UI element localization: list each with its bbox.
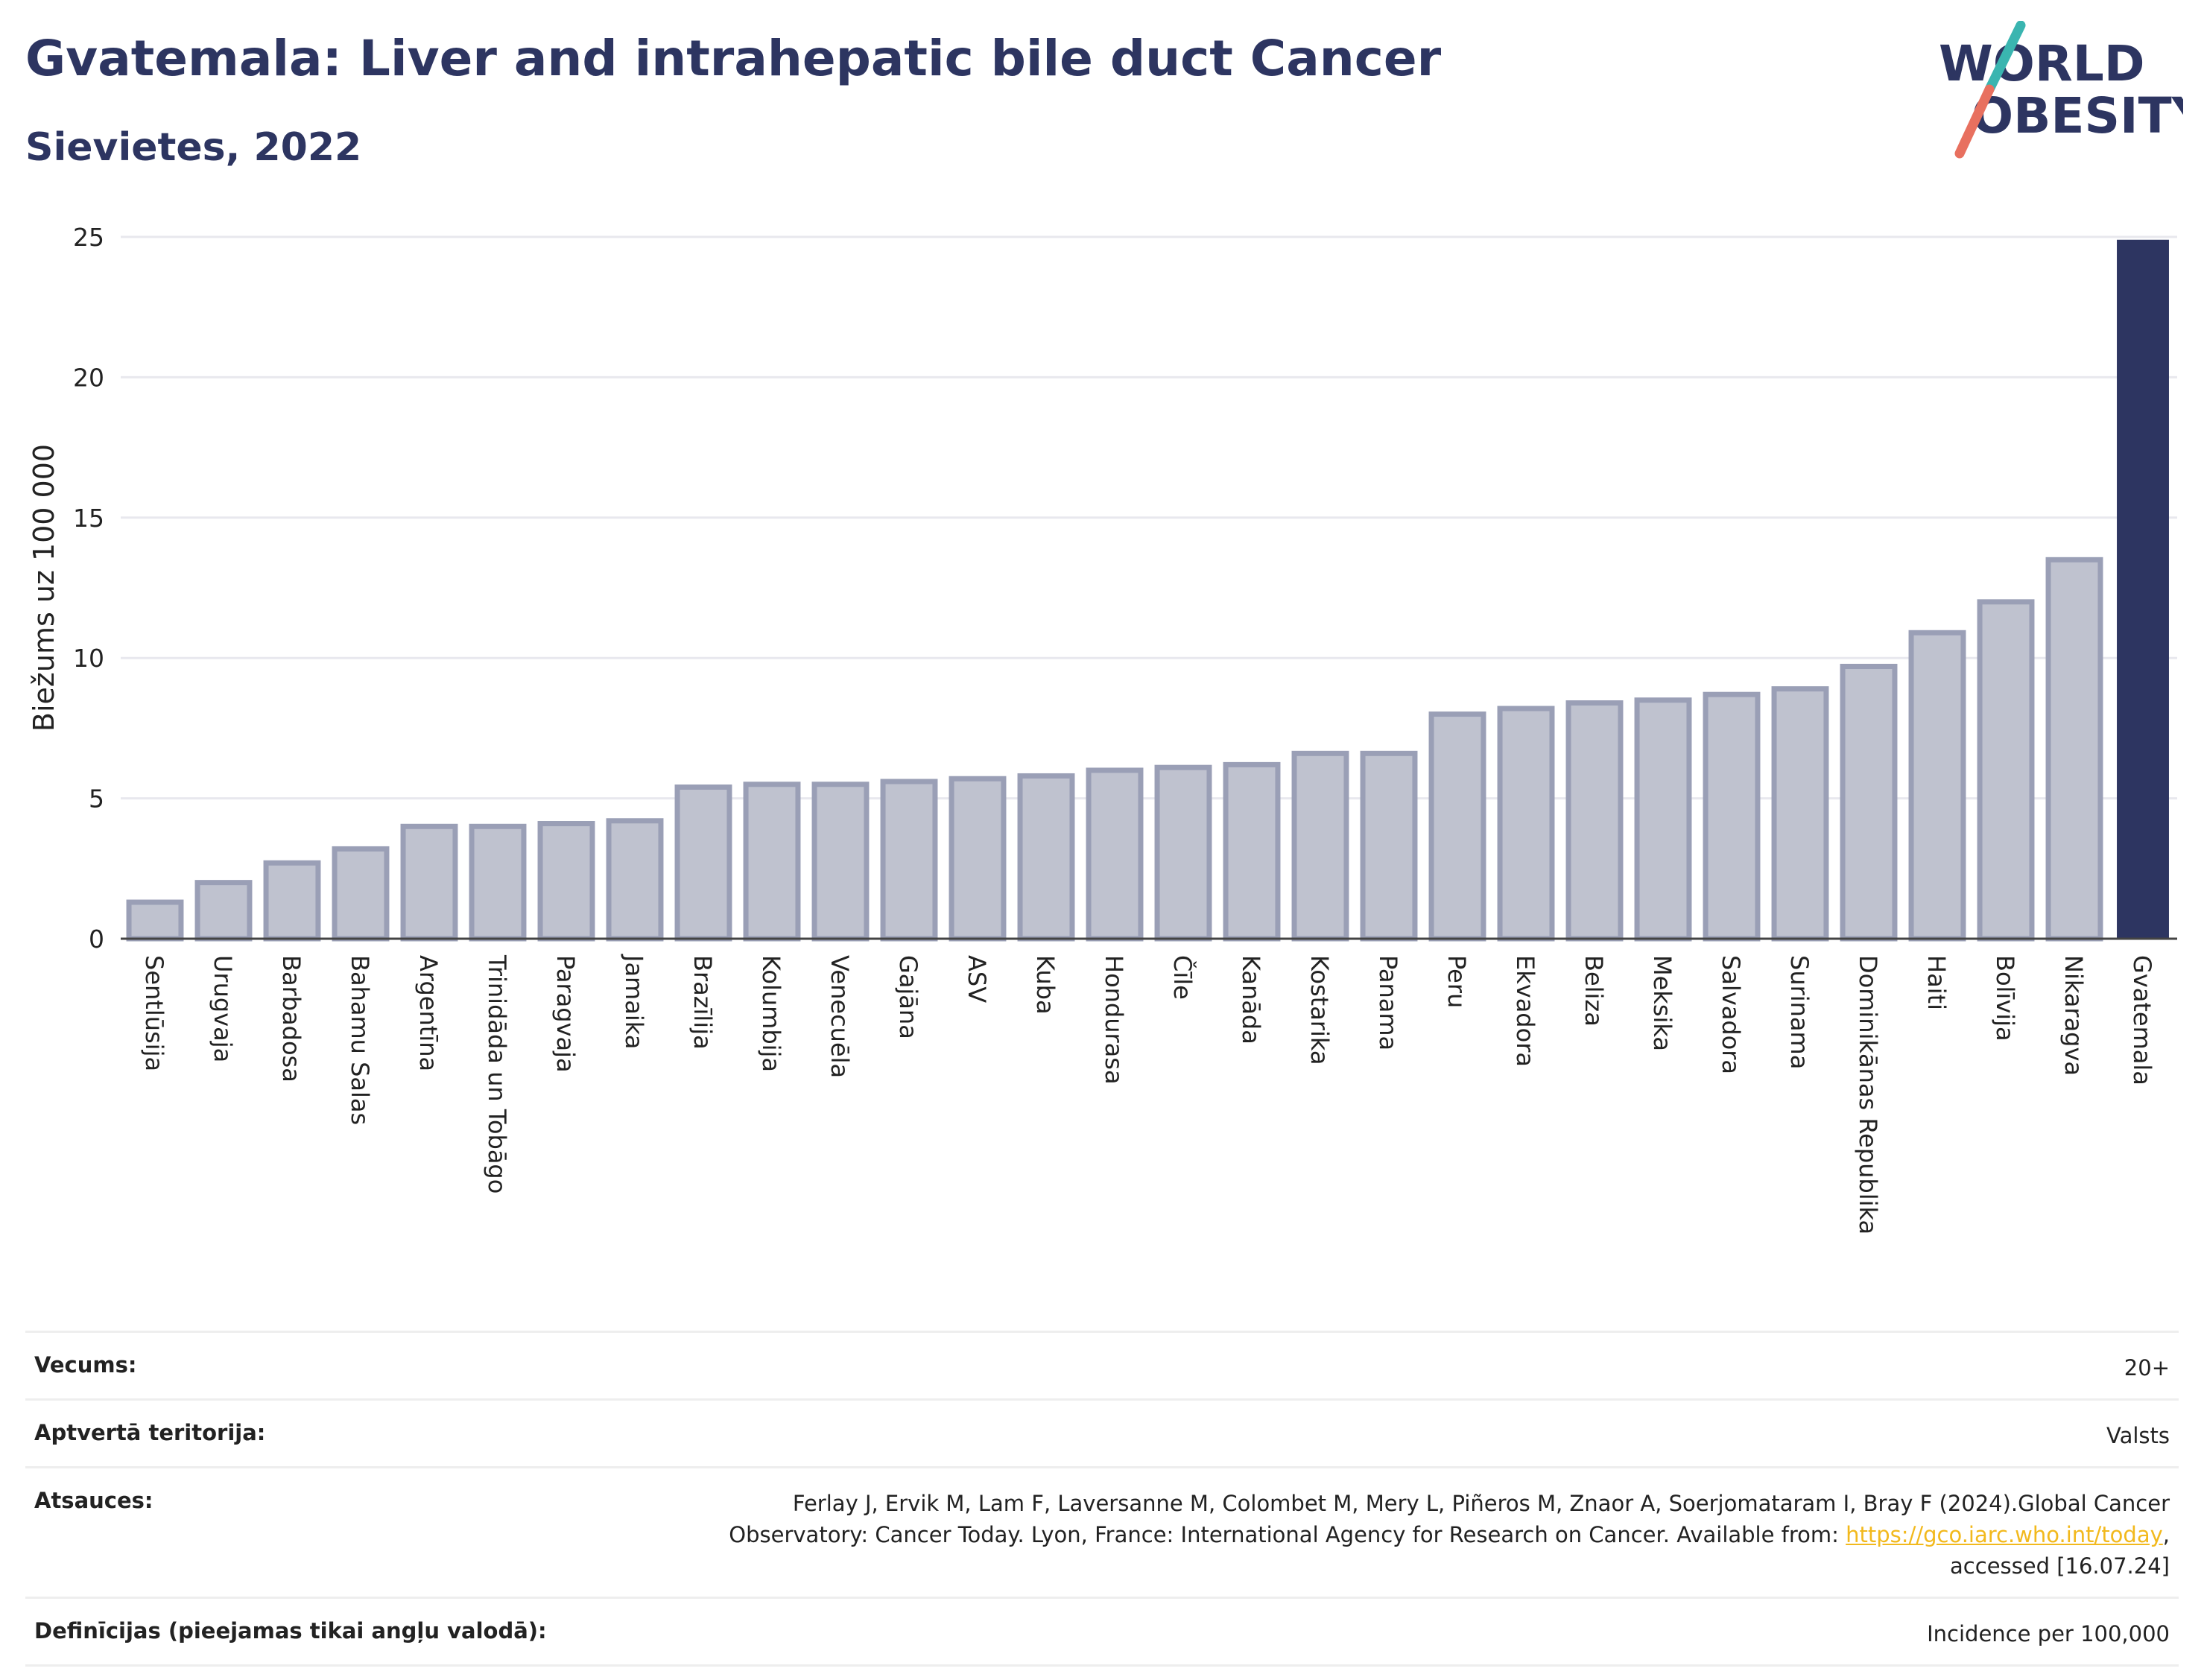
bar	[2045, 557, 2103, 942]
bar	[743, 782, 801, 942]
info-value-definitions: Incidence per 100,000	[1927, 1621, 2170, 1646]
y-tick-label: 10	[73, 644, 104, 673]
info-table: Vecums: 20+ Aptvertā teritorija: Valsts …	[25, 1331, 2179, 1667]
x-tick-label: ASV	[963, 955, 991, 1003]
info-label-definitions: Definīcijas (pieejamas tikai angļu valod…	[34, 1618, 547, 1643]
x-tick-label: Dominikānas Republika	[1854, 955, 1882, 1234]
x-tick-label: Nikaragva	[2059, 955, 2088, 1076]
bar-chart: 0 5 10 15 20 25 Biežums uz 100 000 Sentlūsija Ur…	[28, 223, 2177, 1234]
bar	[2117, 239, 2169, 939]
x-tick-label: Hondurasa	[1100, 955, 1128, 1085]
x-tick-label: Venecuēla	[826, 955, 854, 1078]
page-subtitle: Sievietes, 2022	[25, 125, 362, 170]
x-tick-label: Kuba	[1031, 955, 1060, 1015]
bar	[1977, 599, 2035, 942]
info-value-references: Ferlay J, Ervik M, Lam F, Laversanne M, …	[729, 1488, 2170, 1582]
reference-line-2-suffix: ,	[2162, 1522, 2170, 1547]
bar	[1565, 700, 1624, 942]
world-obesity-logo: WORLD OBESITY	[1939, 21, 2183, 159]
info-row-definitions: Definīcijas (pieejamas tikai angļu valod…	[25, 1597, 2179, 1667]
bar	[1017, 773, 1075, 942]
info-row-age: Vecums: 20+	[25, 1331, 2179, 1398]
reference-line-1: Ferlay J, Ervik M, Lam F, Laversanne M, …	[792, 1491, 2170, 1516]
bar	[332, 846, 390, 942]
x-tick-label: Čīle	[1168, 955, 1197, 1000]
info-row-references: Atsauces: Ferlay J, Ervik M, Lam F, Lave…	[25, 1466, 2179, 1597]
x-tick-label: Bolīvija	[1991, 955, 2019, 1042]
x-tick-label: Jamaika	[620, 954, 648, 1049]
bar	[1908, 630, 1966, 942]
x-tick-label: Surinama	[1785, 955, 1814, 1069]
bar	[1086, 767, 1144, 942]
x-tick-label: Salvadora	[1717, 955, 1745, 1074]
bar	[1497, 706, 1555, 942]
x-tick-label: Gvatemala	[2128, 955, 2156, 1085]
bar	[1634, 697, 1692, 942]
bar	[1840, 664, 1898, 942]
bar	[811, 782, 870, 942]
bar	[194, 880, 253, 942]
reference-line-2: Observatory: Cancer Today. Lyon, France:…	[729, 1522, 1846, 1547]
bar	[880, 779, 938, 942]
y-tick-label: 15	[73, 504, 104, 533]
x-tick-label: Meksika	[1648, 955, 1676, 1051]
logo-text-obesity: OBESITY	[1972, 87, 2183, 145]
x-tick-label: Kanāda	[1237, 955, 1265, 1045]
x-tick-label: Gajāna	[894, 955, 922, 1039]
y-tick-label: 25	[73, 223, 104, 252]
x-tick-label: Sentlūsija	[140, 955, 168, 1071]
x-tick-label: Haiti	[1922, 955, 1951, 1010]
info-label-references: Atsauces:	[34, 1488, 153, 1513]
bar	[1703, 691, 1761, 942]
info-label-age: Vecums:	[34, 1352, 137, 1378]
page-title: Gvatemala: Liver and intrahepatic bile d…	[25, 30, 1442, 87]
bar	[949, 776, 1007, 942]
bar	[400, 823, 458, 942]
logo-text-world: WORLD	[1939, 35, 2145, 92]
y-tick-label: 0	[89, 925, 104, 954]
bar	[469, 823, 527, 942]
y-tick-label: 20	[73, 363, 104, 392]
bar	[606, 818, 664, 942]
bar	[263, 860, 321, 942]
x-tick-label: Kostarika	[1305, 955, 1334, 1065]
bar	[1428, 711, 1486, 942]
bar	[1360, 750, 1418, 942]
x-tick-label: Bahamu Salas	[346, 955, 374, 1125]
y-tick-label: 5	[89, 784, 104, 814]
info-value-territory: Valsts	[2106, 1423, 2170, 1448]
x-tick-label: Kolumbija	[757, 955, 785, 1072]
info-value-age: 20+	[2124, 1355, 2170, 1381]
logo-slash-teal	[1984, 21, 2026, 95]
info-row-territory: Aptvertā teritorija: Valsts	[25, 1398, 2179, 1466]
x-tick-label: Beliza	[1580, 955, 1608, 1027]
info-label-territory: Aptvertā teritorija:	[34, 1420, 266, 1445]
x-tick-label: Brazīlija	[688, 955, 717, 1050]
x-tick-label: Paragvaja	[551, 955, 580, 1073]
x-tick-label: Ekvadora	[1511, 955, 1539, 1067]
bar	[537, 821, 595, 942]
x-tick-label: Panama	[1374, 955, 1402, 1050]
x-tick-label: Urugvaja	[209, 955, 237, 1062]
logo-slash-coral	[1954, 84, 1995, 159]
bar	[1771, 686, 1829, 942]
x-tick-label: Peru	[1443, 955, 1471, 1008]
bar	[1223, 761, 1281, 942]
bar	[1291, 750, 1349, 942]
y-axis-label: Biežums uz 100 000	[28, 444, 60, 732]
bar	[674, 784, 732, 942]
bar	[1154, 764, 1212, 942]
x-tick-label: Barbadosa	[277, 955, 305, 1083]
x-tick-label: Argentīna	[414, 955, 443, 1071]
reference-line-3: accessed [16.07.24]	[1950, 1553, 2170, 1579]
bar	[126, 899, 184, 942]
x-tick-label: Trinidāda un Tobāgo	[483, 954, 511, 1194]
reference-link[interactable]: https://gco.iarc.who.int/today	[1846, 1522, 2163, 1547]
